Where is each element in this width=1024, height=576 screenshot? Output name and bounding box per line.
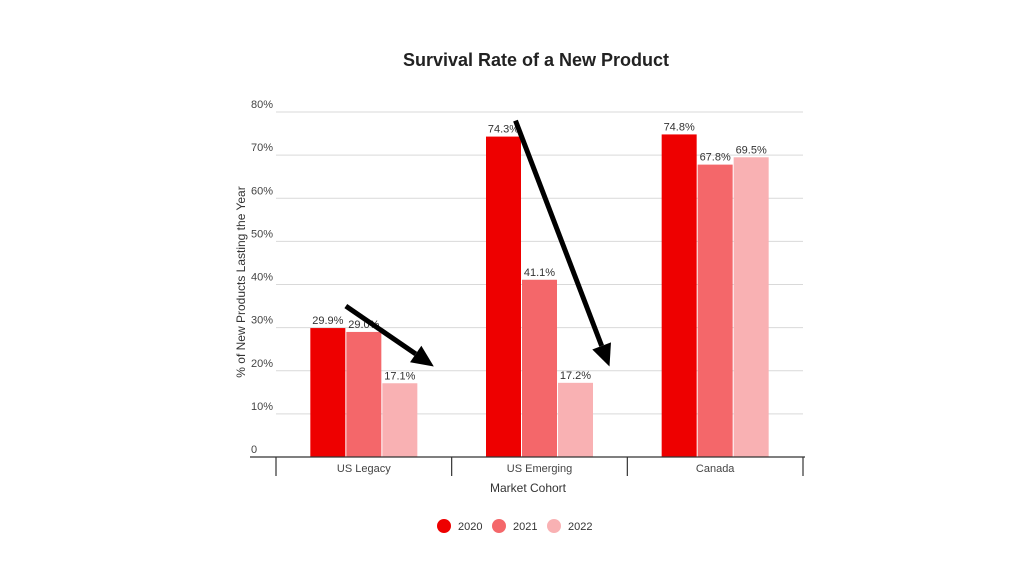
annotations	[344, 119, 611, 367]
data-label: 17.2%	[560, 370, 591, 382]
bar-2021	[697, 164, 733, 458]
y-tick-label: 40%	[251, 272, 273, 284]
legend: 2020 2021 2022	[437, 519, 592, 533]
legend-swatch	[492, 519, 506, 533]
x-axis: US Legacy US Emerging Canada	[250, 456, 805, 476]
x-tick-label: US Emerging	[507, 463, 572, 475]
y-tick-label: 70%	[251, 142, 273, 154]
bar-2020	[661, 134, 697, 458]
trend-arrow	[513, 119, 611, 367]
bar-2021	[346, 331, 382, 457]
data-label: 74.3%	[488, 124, 519, 136]
data-labels: 29.9% 29.0%17.1%74.3%41.1%17.2%74.8%67.8%…	[312, 121, 767, 382]
bar-2020	[310, 328, 346, 457]
bar-2022	[558, 382, 593, 457]
x-tick-label: Canada	[696, 463, 735, 475]
y-tick-label: 0	[251, 444, 257, 456]
bar-2020	[486, 136, 521, 458]
legend-swatch	[437, 519, 451, 533]
legend-item-2021: 2021	[492, 519, 537, 533]
legend-swatch	[547, 519, 561, 533]
bar-2021	[522, 279, 557, 457]
bar-2022	[733, 157, 769, 457]
legend-label: 2022	[568, 521, 592, 533]
y-axis-title: % of New Products Lasting the Year	[234, 186, 248, 377]
y-tick-label: 80%	[251, 99, 273, 111]
y-tick-label: 60%	[251, 185, 273, 197]
bar-2022	[382, 383, 418, 457]
chart-title: Survival Rate of a New Product	[403, 50, 669, 70]
legend-item-2020: 2020	[437, 519, 482, 533]
bars	[310, 134, 769, 458]
y-tick-label: 10%	[251, 401, 273, 413]
y-tick-label: 30%	[251, 315, 273, 327]
data-label: 69.5%	[736, 144, 767, 156]
y-axis: 0 10% 20% 30% 40% 50% 60% 70% 80%	[251, 99, 273, 456]
trend-arrow	[344, 304, 434, 367]
x-tick-label: US Legacy	[337, 463, 391, 475]
legend-item-2022: 2022	[547, 519, 592, 533]
data-label: 67.8%	[700, 152, 731, 164]
y-tick-label: 50%	[251, 228, 273, 240]
data-label: 74.8%	[664, 121, 695, 133]
x-axis-title: Market Cohort	[490, 481, 567, 495]
y-tick-label: 20%	[251, 358, 273, 370]
legend-label: 2021	[513, 521, 537, 533]
data-label: 17.1%	[384, 370, 415, 382]
data-label: 41.1%	[524, 267, 555, 279]
data-label: 29.9%	[312, 315, 343, 327]
legend-label: 2020	[458, 521, 482, 533]
